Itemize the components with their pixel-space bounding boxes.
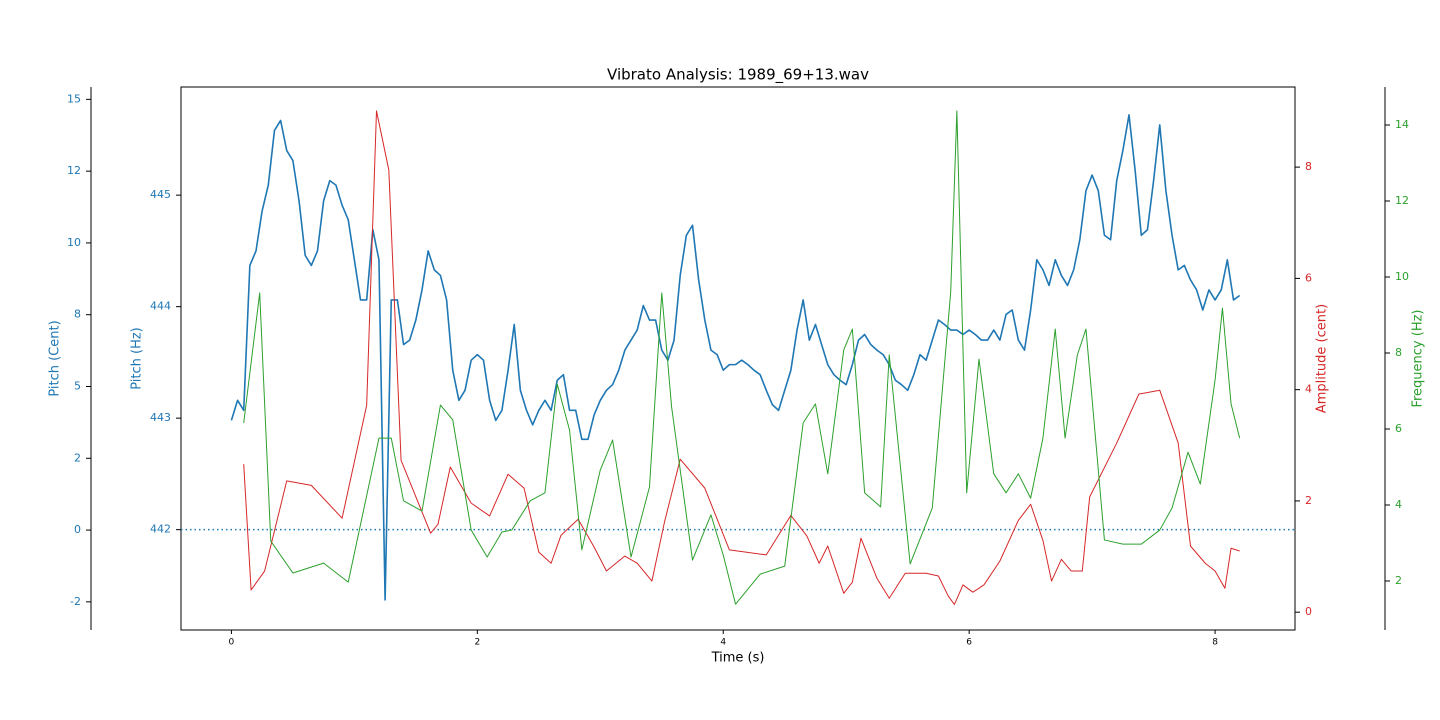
y-tick-label: 8	[74, 308, 81, 321]
y-tick-label: 0	[1305, 605, 1312, 618]
y-axis-label: Amplitude (cent)	[1315, 304, 1330, 413]
x-tick-label: 6	[966, 638, 972, 648]
x-tick-label: 2	[474, 638, 480, 648]
y-tick-label: 2	[1305, 494, 1312, 507]
y-tick-label: 0	[74, 523, 81, 536]
y-tick-label: 2	[1395, 574, 1402, 587]
y-tick-label: -2	[70, 595, 81, 608]
y-tick-label: 6	[1305, 271, 1312, 284]
x-tick-label: 4	[720, 638, 726, 648]
y-axis-label: Pitch (Cent)	[48, 320, 63, 396]
y-tick-label: 444	[150, 300, 171, 313]
x-axis-label: Time (s)	[711, 651, 765, 666]
y-tick-label: 10	[1395, 270, 1409, 283]
series-line	[243, 110, 1240, 605]
y-tick-label: 6	[1395, 422, 1402, 435]
y-tick-label: 12	[1395, 194, 1409, 207]
series-line	[230, 114, 1241, 601]
y-axis-label: Pitch (Hz)	[130, 327, 145, 390]
y-tick-label: 442	[150, 523, 171, 536]
y-tick-label: 2	[74, 451, 81, 464]
chart-title: Vibrato Analysis: 1989_69+13.wav	[607, 66, 869, 85]
plot-frame	[180, 86, 1296, 631]
x-tick-label: 0	[229, 638, 235, 648]
y-tick-label: 445	[150, 188, 171, 201]
y-tick-label: 10	[67, 236, 81, 249]
y-tick-label: 14	[1395, 118, 1409, 131]
y-tick-label: 15	[67, 92, 81, 105]
y-tick-label: 5	[74, 379, 81, 392]
y-tick-label: 4	[1305, 383, 1312, 396]
y-tick-label: 8	[1395, 346, 1402, 359]
x-tick-label: 8	[1212, 638, 1218, 648]
y-tick-label: 443	[150, 411, 171, 424]
series-line	[243, 110, 1241, 605]
y-axis-label: Frequency (Hz)	[1411, 309, 1426, 407]
y-tick-label: 8	[1305, 160, 1312, 173]
y-tick-label: 12	[67, 164, 81, 177]
y-tick-label: 4	[1395, 498, 1402, 511]
